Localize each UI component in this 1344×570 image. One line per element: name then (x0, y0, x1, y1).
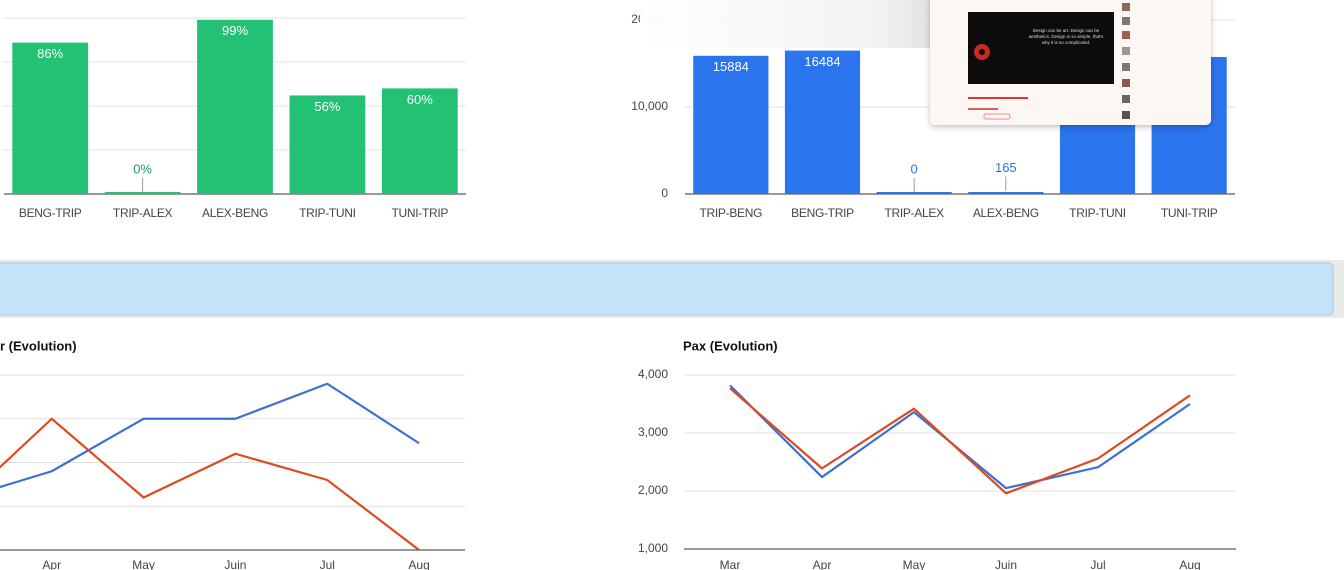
y-tick-label: 10,000 (631, 99, 668, 113)
x-tick-label: TRIP-TUNI (1069, 206, 1126, 220)
avatar (1122, 63, 1130, 71)
data-label: 99% (222, 23, 248, 38)
x-tick-label: TUNI-TRIP (1160, 206, 1218, 220)
x-tick-label: Mar (720, 558, 741, 570)
bar (104, 192, 181, 194)
bar (289, 95, 366, 194)
avatar (1122, 79, 1130, 87)
x-tick-label: BENG-TRIP (18, 206, 82, 220)
x-tick-label: Juin (995, 558, 1017, 570)
popup-link (968, 97, 1028, 99)
chart-title: r (Evolution) (0, 338, 77, 353)
data-label: 15884 (713, 59, 749, 74)
popup-button (983, 113, 1011, 120)
x-tick-label: May (132, 558, 155, 570)
popup-content: Design can be art. Design can be aesthet… (968, 3, 1130, 120)
avatar (1122, 95, 1130, 103)
series-line (0, 382, 420, 489)
x-tick-label: Apr (813, 558, 832, 570)
x-tick-label: TRIP-TUNI (299, 206, 356, 220)
x-tick-label: BENG-TRIP (791, 206, 854, 220)
bar (381, 88, 458, 194)
x-tick-label: Jul (320, 558, 335, 570)
data-label: 56% (314, 99, 340, 114)
popup-image (968, 12, 1114, 84)
avatar (1122, 3, 1130, 11)
series-line (0, 417, 420, 551)
popup-link (968, 108, 998, 110)
avatar (1122, 47, 1130, 55)
x-tick-label: Juin (224, 558, 246, 570)
x-tick-label: TRIP-BENG (699, 206, 763, 220)
y-tick-label: 2,000 (638, 483, 668, 497)
series-line (729, 384, 1191, 490)
y-tick-label: 4,000 (638, 367, 668, 381)
chart-title: Pax (Evolution) (683, 338, 778, 353)
bar (968, 192, 1044, 194)
popup-quote-box: Design can be art. Design can be aesthet… (1028, 28, 1104, 45)
x-tick-label: Aug (408, 558, 429, 570)
x-tick-label: TUNI-TRIP (391, 206, 449, 220)
series-line (729, 387, 1191, 495)
popup-quote: Design can be art. Design can be aesthet… (1028, 28, 1104, 45)
data-label: 86% (37, 46, 63, 61)
x-tick-label: TRIP-ALEX (112, 206, 173, 220)
bar (693, 55, 769, 194)
overlay (640, 0, 980, 48)
x-tick-label: ALEX-BENG (202, 206, 268, 220)
bar (197, 19, 273, 195)
data-label: 165 (995, 160, 1017, 175)
bar (12, 42, 89, 194)
x-tick-label: May (903, 558, 926, 570)
section-header[interactable] (0, 262, 1334, 316)
data-label: 16484 (804, 54, 840, 69)
bar (876, 192, 952, 194)
x-tick-label: Apr (42, 558, 61, 570)
avatar (1122, 17, 1130, 25)
x-tick-label: Jul (1090, 558, 1105, 570)
x-tick-label: Aug (1179, 558, 1200, 570)
data-label: 0% (133, 161, 152, 176)
x-tick-label: TRIP-ALEX (884, 206, 944, 220)
popup-icon (979, 49, 985, 55)
data-label: 0 (911, 161, 918, 176)
data-label: 60% (407, 92, 433, 107)
y-tick-label: 0 (661, 186, 668, 200)
bar (784, 50, 861, 194)
avatar (1122, 31, 1130, 39)
x-tick-label: ALEX-BENG (972, 206, 1039, 220)
y-tick-label: 3,000 (638, 425, 668, 439)
avatar (1122, 111, 1130, 119)
y-tick-label: 1,000 (638, 541, 668, 555)
